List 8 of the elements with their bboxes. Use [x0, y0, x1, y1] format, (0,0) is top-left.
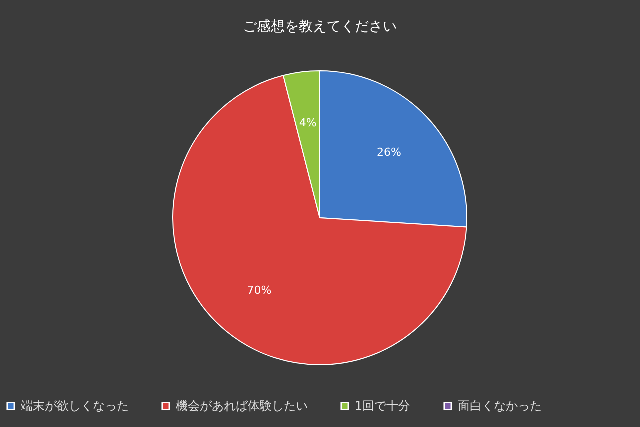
data-label: 26% [377, 146, 402, 159]
legend-label: 端末が欲しくなった [21, 399, 129, 414]
data-label: 70% [247, 284, 272, 298]
legend-label: 1回で十分 [355, 399, 411, 414]
legend-label: 面白くなかった [458, 399, 542, 414]
chart-title: ご感想を教えてください [243, 19, 397, 35]
legend-label: 機会があれば体験したい [176, 399, 308, 414]
data-label: 4% [299, 116, 317, 130]
